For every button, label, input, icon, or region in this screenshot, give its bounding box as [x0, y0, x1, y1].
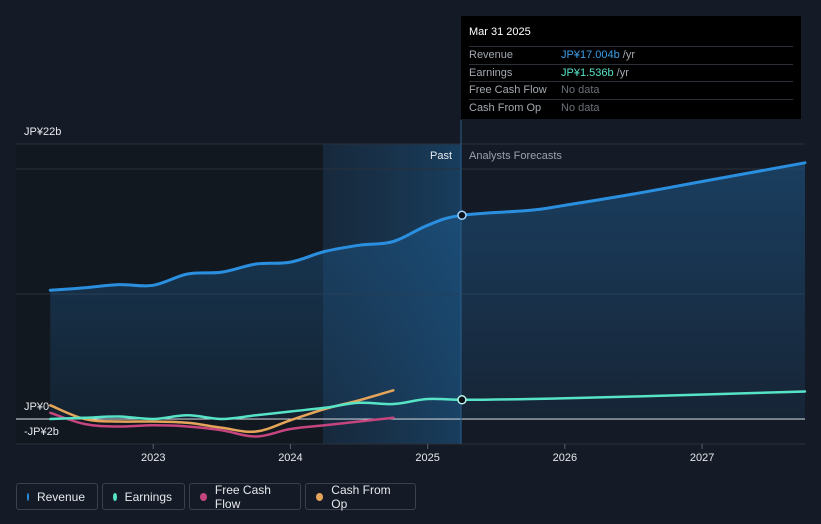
x-tick-label: 2026: [553, 452, 577, 464]
x-tick-label: 2025: [415, 452, 439, 464]
tooltip-label: Cash From Op: [469, 101, 542, 114]
y-tick-label: JP¥22b: [24, 126, 62, 138]
markers: [457, 210, 467, 405]
legend-label: Cash From Op: [331, 482, 391, 511]
legend-label: Revenue: [36, 489, 85, 504]
series-layer: [48, 161, 807, 438]
series-line-revenue: [48, 161, 807, 292]
tooltip-row-revenue: Revenue JP¥17.004b /yr: [469, 46, 793, 64]
y-tick-label: JP¥0: [24, 401, 50, 413]
tooltip-value: JP¥17.004b: [561, 49, 620, 62]
tooltip-row-fcf: Free Cash Flow No data: [469, 81, 793, 99]
past-label: Past: [430, 150, 453, 162]
tooltip-value: No data: [561, 84, 600, 97]
y-tick-label: -JP¥2b: [24, 426, 59, 438]
legend: Revenue Earnings Free Cash Flow Cash Fro…: [16, 482, 416, 511]
legend-dot-icon: [316, 492, 324, 501]
tooltip-label: Free Cash Flow: [469, 84, 547, 97]
tooltip-date: Mar 31 2025: [469, 26, 531, 38]
legend-item-revenue[interactable]: Revenue: [16, 483, 98, 510]
tooltip-row-earnings: Earnings JP¥1.536b /yr: [469, 63, 793, 82]
tooltip-row-cfo: Cash From Op No data: [469, 98, 793, 117]
tooltip-value: No data: [561, 101, 600, 114]
x-tick-label: 2027: [690, 452, 714, 464]
legend-dot-icon: [113, 492, 117, 501]
legend-item-cash-from-op[interactable]: Cash From Op: [305, 482, 416, 511]
marker-revenue: [457, 210, 467, 220]
x-tick-label: 2024: [278, 452, 302, 464]
tooltip-label: Revenue: [469, 49, 514, 62]
tooltip-label: Earnings: [469, 66, 513, 79]
marker-earnings: [457, 395, 467, 405]
legend-label: Free Cash Flow: [214, 482, 271, 511]
legend-item-free-cash-flow[interactable]: Free Cash Flow: [189, 482, 301, 511]
legend-dot-icon: [200, 492, 207, 501]
tooltip-unit: /yr: [613, 66, 629, 79]
x-axis: 2023 2024 2025 2026 2027: [141, 444, 714, 464]
series-area-revenue: [50, 162, 806, 420]
legend-item-earnings[interactable]: Earnings: [102, 483, 185, 510]
legend-label: Earnings: [124, 489, 172, 504]
tooltip: Mar 31 2025 Revenue JP¥17.004b /yr Earni…: [461, 16, 801, 119]
tooltip-value: JP¥1.536b: [561, 66, 614, 79]
legend-dot-icon: [27, 492, 29, 501]
forecast-label: Analysts Forecasts: [469, 150, 562, 162]
series-line-free-cash-flow: [49, 411, 395, 438]
series-line-earnings: [49, 390, 807, 421]
tooltip-unit: /yr: [619, 49, 635, 62]
x-tick-label: 2023: [141, 452, 165, 464]
